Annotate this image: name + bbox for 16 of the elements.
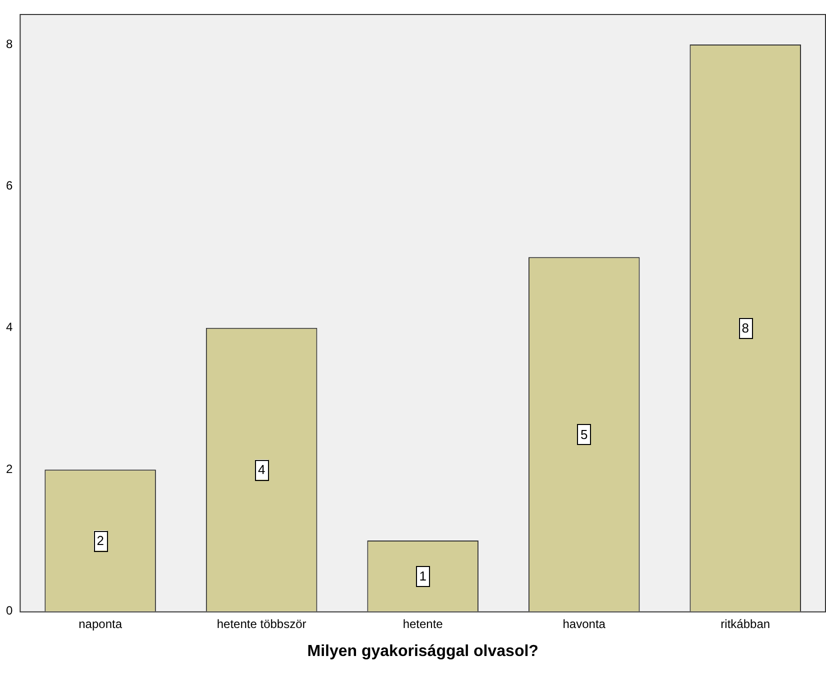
- data-label: 2: [96, 533, 104, 548]
- data-label: 5: [580, 426, 588, 442]
- y-tick-label: 4: [6, 320, 13, 334]
- x-tick-label: havonta: [562, 616, 606, 631]
- y-tick-label: 8: [6, 36, 13, 51]
- x-tick-label: hetente többször: [216, 616, 306, 631]
- y-tick-label: 6: [6, 178, 13, 193]
- x-tick-label: ritkábban: [720, 616, 770, 631]
- x-tick-label: naponta: [78, 616, 122, 631]
- y-tick-label: 2: [6, 462, 13, 476]
- data-label: 4: [258, 462, 266, 478]
- x-tick-label: hetente: [402, 616, 444, 631]
- y-tick-label: 0: [6, 604, 13, 618]
- data-label: 1: [419, 568, 426, 584]
- x-axis-title: Milyen gyakorisággal olvasol?: [307, 642, 538, 660]
- data-label: 8: [742, 320, 749, 336]
